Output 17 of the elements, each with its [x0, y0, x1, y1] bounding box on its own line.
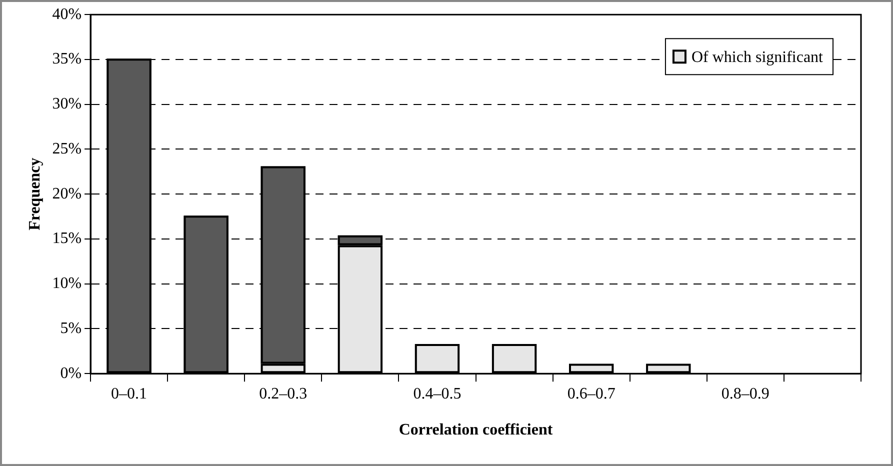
y-tick-label: 40% [52, 6, 82, 23]
x-tick-label: 0–0.1 [111, 385, 148, 402]
y-tick-label: 0% [60, 364, 82, 382]
legend-label: Of which significant [691, 48, 824, 66]
y-tick-label: 15% [52, 230, 82, 248]
y-tick-label: 10% [52, 275, 82, 292]
y-axis-title: Frequency [26, 158, 44, 230]
y-tick-label: 30% [52, 96, 82, 113]
x-tick-label: 0.6–0.7 [567, 385, 616, 402]
y-tick-label: 20% [52, 185, 82, 202]
x-tick-label: 0.8–0.9 [721, 385, 770, 402]
y-tick-label: 5% [60, 320, 82, 337]
x-tick-label: 0.4–0.5 [413, 385, 462, 402]
y-tick-label: 25% [52, 140, 82, 158]
x-tick-label: 0.2–0.3 [259, 385, 308, 402]
x-axis-title: Correlation coefficient [398, 422, 554, 439]
y-tick-label: 35% [52, 50, 82, 68]
